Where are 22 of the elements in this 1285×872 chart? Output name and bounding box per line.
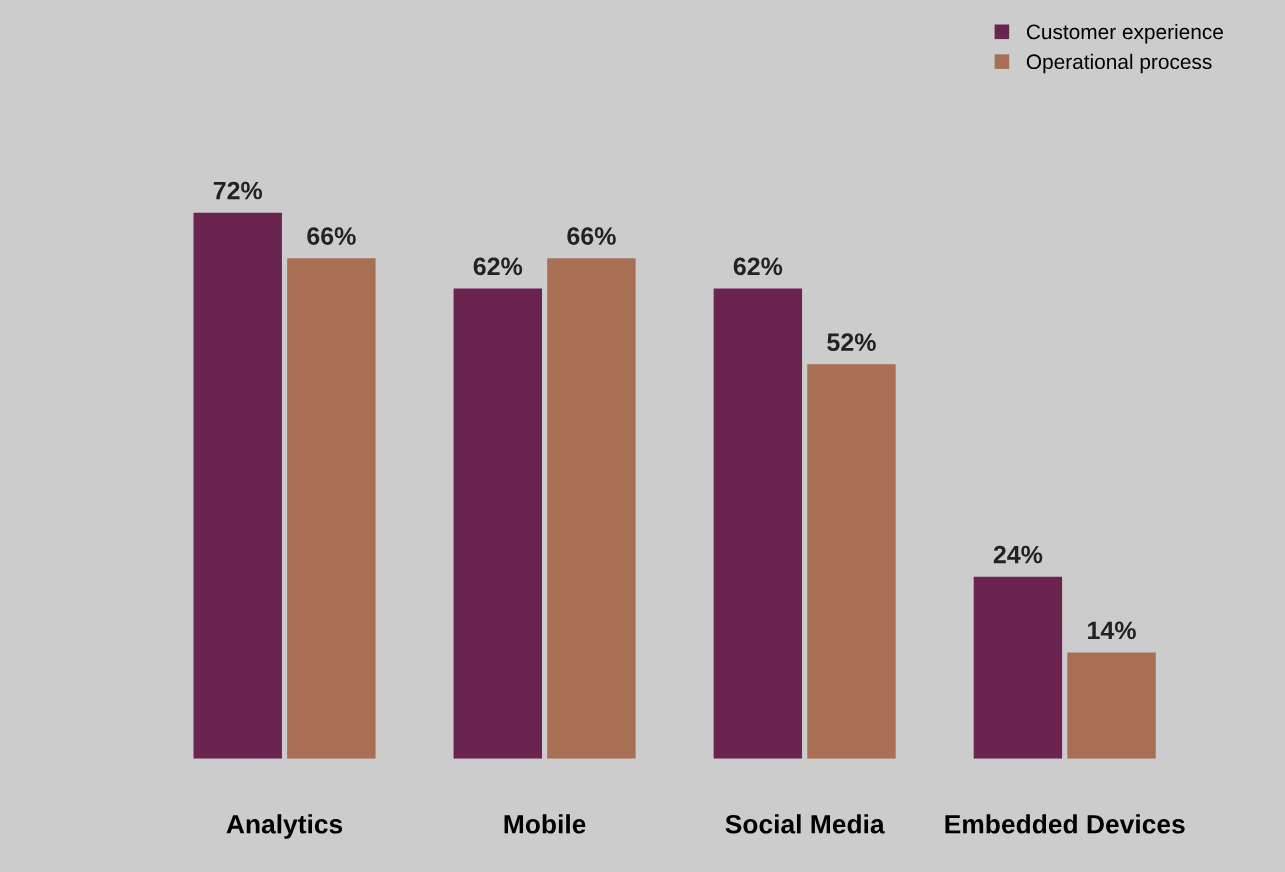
data-label: 24% [993, 545, 1043, 564]
bar [193, 212, 282, 759]
bar [973, 576, 1063, 759]
x-tick-label: Mobile [504, 814, 586, 834]
bar [453, 288, 542, 759]
data-label: 66% [307, 227, 356, 245]
x-tick-label: Analytics [226, 814, 343, 839]
data-label: 66% [567, 227, 616, 245]
bar [713, 288, 803, 759]
bar [287, 258, 376, 759]
data-label: 14% [1088, 621, 1136, 640]
legend-label: Operational process [1026, 53, 1212, 74]
bar [807, 364, 896, 759]
x-tick-label: Embedded Devices [945, 814, 1185, 834]
data-label: 62% [733, 257, 783, 276]
bar [1067, 652, 1156, 759]
x-tick-label: Social Media [725, 814, 885, 834]
data-label: 62% [473, 257, 523, 276]
data-label: 52% [827, 333, 876, 352]
bar [547, 258, 636, 759]
data-label: 72% [213, 181, 263, 200]
legend-label: Customer experience [1026, 23, 1223, 44]
